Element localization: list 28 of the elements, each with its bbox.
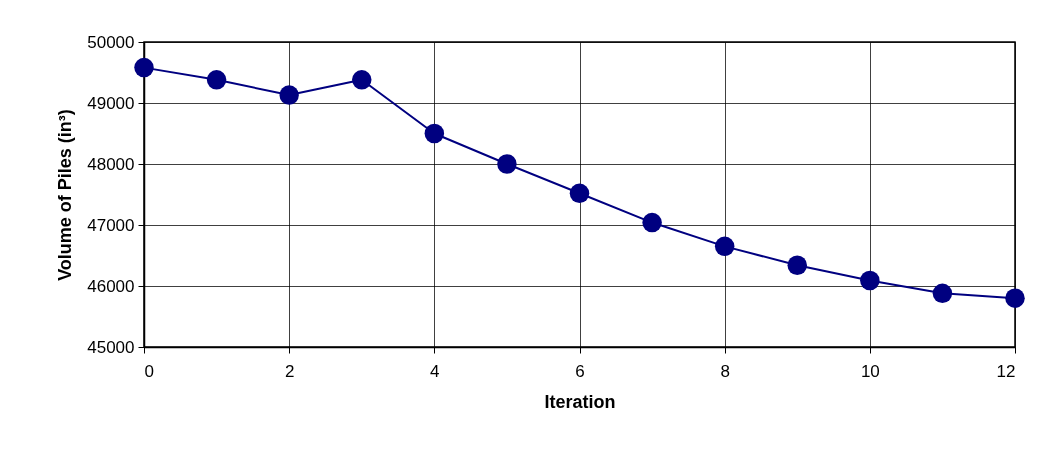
- y-tick-label: 50000: [87, 32, 135, 52]
- x-tick-label: 10: [860, 361, 880, 381]
- x-tick-label: 4: [430, 361, 440, 381]
- point: [352, 70, 372, 90]
- point: [1005, 288, 1025, 308]
- y-tick-label: 48000: [87, 154, 135, 174]
- y-axis-title: Volume of Piles (in³): [55, 109, 76, 281]
- x-tick-label: 8: [720, 361, 730, 381]
- point: [134, 57, 154, 78]
- point: [424, 123, 445, 144]
- point: [206, 70, 227, 90]
- y-tick-label: 46000: [87, 276, 135, 296]
- x-tick-label: 0: [144, 361, 154, 381]
- y-tick-label: 45000: [87, 337, 135, 357]
- point: [497, 154, 517, 174]
- x-axis-title: Iteration: [544, 391, 616, 412]
- point: [860, 270, 880, 291]
- point: [642, 212, 662, 233]
- point: [714, 236, 735, 257]
- point: [787, 255, 807, 275]
- x-tick-label: 2: [284, 361, 295, 381]
- x-tick-label: 12: [996, 361, 1016, 381]
- point: [279, 85, 299, 105]
- y-tick-label: 47000: [87, 215, 135, 235]
- point: [932, 283, 953, 304]
- x-tick-label: 6: [575, 361, 585, 381]
- point: [569, 183, 590, 204]
- y-tick-label: 49000: [87, 93, 135, 113]
